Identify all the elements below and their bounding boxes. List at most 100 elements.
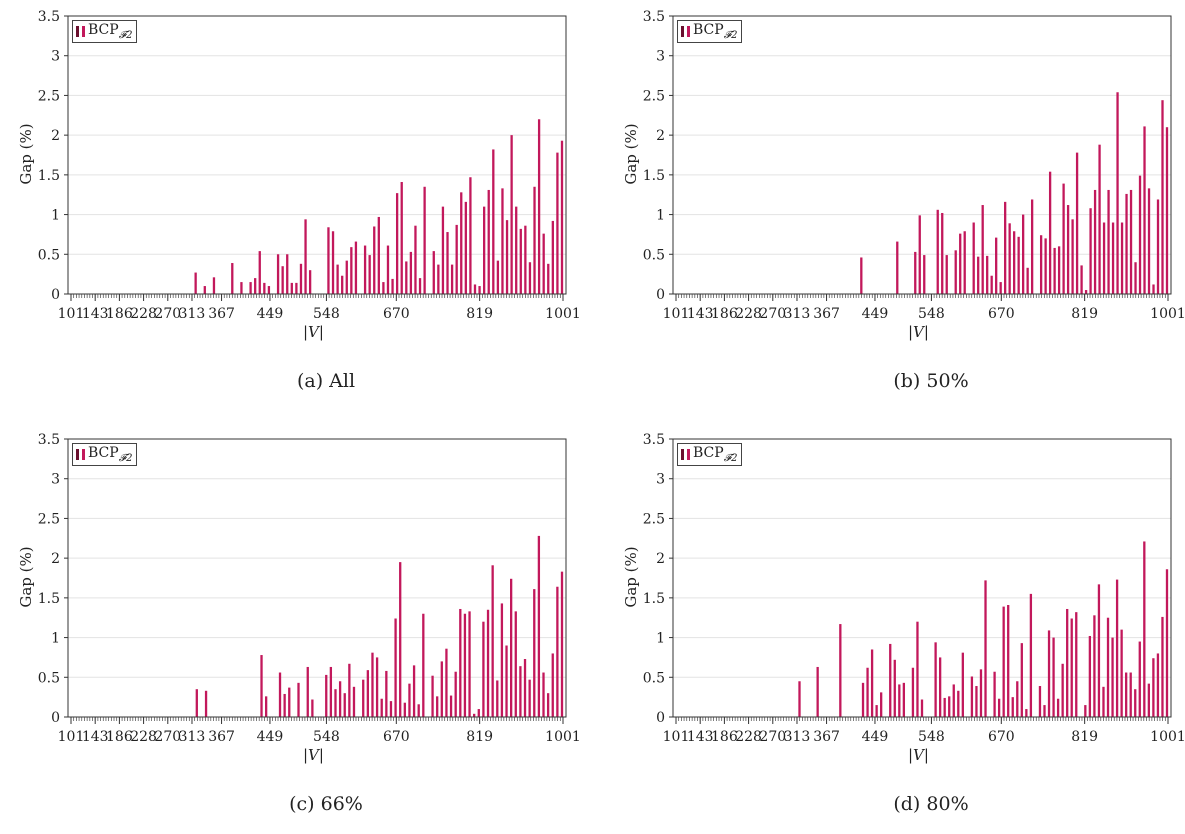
bar-88 — [473, 284, 477, 294]
bar-58 — [938, 657, 942, 717]
bar-65 — [371, 652, 374, 717]
bar-72 — [999, 282, 1002, 294]
bar-94 — [1098, 144, 1101, 294]
bar-100 — [533, 589, 536, 717]
y-tick-label: 0.5 — [643, 247, 665, 263]
bar-83 — [450, 264, 454, 294]
bar-70 — [990, 275, 993, 294]
bar-43 — [267, 286, 271, 294]
bar-105 — [1147, 188, 1151, 294]
bar-54 — [920, 699, 924, 717]
bar-84 — [1053, 247, 1056, 294]
bar-91 — [487, 189, 490, 294]
x-tick-label: 1001 — [545, 306, 581, 322]
bar-81 — [445, 648, 448, 717]
bar-63 — [961, 652, 964, 717]
bar-60 — [345, 260, 348, 294]
x-tick-label: 186 — [711, 306, 738, 322]
bar-76 — [1020, 643, 1023, 717]
bar-41 — [861, 682, 865, 717]
bar-101 — [1134, 689, 1137, 717]
bar-68 — [385, 670, 388, 717]
y-tick-label: 0 — [656, 710, 665, 726]
bar-46 — [283, 693, 286, 717]
bar-69 — [986, 255, 989, 294]
bar-94 — [505, 645, 508, 717]
bar-46 — [281, 266, 284, 294]
bar-48 — [893, 659, 896, 717]
legend-label-subscript: 𝓕2 — [723, 29, 738, 41]
bar-41 — [260, 655, 263, 717]
bar-29 — [203, 286, 206, 294]
bar-65 — [368, 255, 371, 294]
bar-60 — [348, 663, 351, 717]
bar-42 — [265, 696, 268, 717]
bar-86 — [464, 201, 467, 294]
bar-106 — [560, 571, 564, 717]
bar-87 — [1066, 205, 1070, 294]
bar-89 — [478, 286, 481, 294]
bar-72 — [403, 702, 406, 717]
bar-72 — [1002, 606, 1005, 717]
bar-56 — [327, 227, 330, 294]
bar-90 — [1084, 705, 1087, 717]
bar-58 — [336, 264, 339, 294]
bar-86 — [1062, 183, 1065, 294]
bar-92 — [492, 149, 495, 294]
bar-53 — [916, 621, 919, 717]
legend-label: BCP𝓕2 — [88, 22, 133, 41]
bar-83 — [454, 671, 457, 717]
bar-50 — [902, 682, 906, 717]
y-tick-label: 1.5 — [38, 591, 60, 607]
bar-104 — [547, 263, 550, 294]
x-tick-label: 270 — [154, 306, 181, 322]
y-tick-label: 0 — [51, 287, 60, 303]
bar-103 — [1143, 541, 1146, 717]
x-tick-label: 228 — [130, 729, 157, 745]
bar-108 — [1161, 100, 1164, 295]
bar-67 — [979, 669, 983, 717]
y-tick-label: 1 — [51, 631, 60, 647]
bar-64 — [363, 245, 367, 294]
bar-68 — [382, 282, 385, 294]
bar-51 — [306, 666, 309, 717]
legend-swatch — [687, 448, 690, 460]
bar-95 — [1106, 617, 1110, 717]
y-tick-label: 3 — [51, 472, 60, 488]
bar-29 — [204, 690, 208, 717]
bar-99 — [524, 225, 527, 294]
bar-106 — [1156, 653, 1160, 717]
y-tick-label: 3 — [656, 472, 665, 488]
bar-77 — [1025, 709, 1028, 717]
bar-76 — [1017, 236, 1020, 294]
bar-69 — [389, 701, 393, 717]
bar-73 — [1004, 201, 1007, 294]
y-tick-label: 1.5 — [643, 168, 665, 184]
bar-70 — [391, 278, 394, 294]
bar-44 — [875, 705, 878, 717]
bar-66 — [972, 222, 975, 294]
plot-frame — [672, 15, 1172, 295]
bar-45 — [880, 692, 883, 717]
bar-96 — [514, 611, 517, 717]
bar-41 — [258, 251, 261, 294]
x-tick-label: 101 — [58, 306, 85, 322]
legend-swatch — [76, 25, 79, 37]
x-tick-label: 143 — [687, 729, 714, 745]
bar-103 — [542, 233, 545, 294]
legend-label: BCP𝓕2 — [693, 22, 738, 41]
x-tick-label: 143 — [82, 306, 109, 322]
bar-54 — [918, 215, 921, 294]
bar-81 — [1039, 235, 1043, 294]
legend-swatch — [687, 25, 690, 37]
subfigure-caption: (c) 66% — [289, 793, 363, 815]
bar-47 — [286, 254, 289, 294]
x-tick-label: 228 — [735, 306, 762, 322]
bar-99 — [528, 679, 531, 717]
bar-100 — [528, 262, 532, 294]
x-tick-label: 367 — [813, 729, 840, 745]
bar-105 — [556, 586, 559, 717]
bar-63 — [362, 679, 365, 717]
y-tick-label: 2.5 — [38, 511, 60, 527]
bar-104 — [1143, 126, 1146, 294]
